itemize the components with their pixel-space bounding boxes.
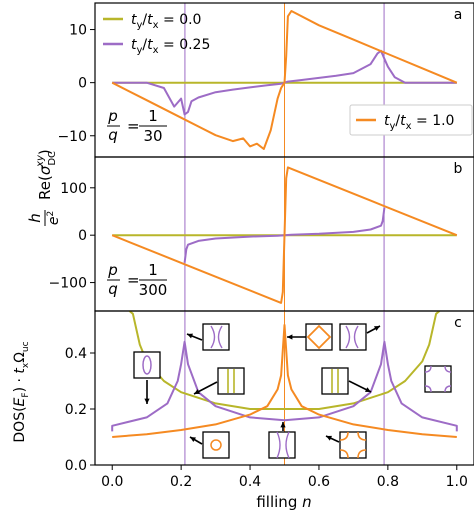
inset-yellow-lines-right [321,367,349,395]
fermi-surface-insets [133,323,452,459]
legend-bottom-right: ty/tx = 1.0 [349,104,473,136]
xtick-label-c-3: 0.6 [308,474,330,490]
legend-label-2: ty/tx = 1.0 [384,113,454,132]
xtick-label-c-0: 0.0 [101,474,123,490]
inset-orange-pocket [202,431,230,459]
legend-top-left: ty/tx = 0.0 ty/tx = 0.25 [103,12,210,56]
plot-area-b [111,157,458,311]
annotation-den: 300 [139,281,168,299]
series-b-2 [111,166,458,304]
inset-yellow-lines [217,367,245,395]
ytick-label-a-2: 10 [69,23,87,39]
legend-entry-2: ty/tx = 1.0 [356,113,454,132]
annotation-eq: = [127,271,140,289]
ytick-label-a-0: −10 [57,129,87,145]
pq-annotation-b: pq = 1 300 [107,261,167,299]
annotation-p: p [107,261,118,279]
legend-entry-0: ty/tx = 0.0 [103,12,201,31]
pq-annotation-a: pq = 1 30 [107,107,167,145]
y-label-bottom: DOS(EF) · txΩuc [12,341,31,442]
inset-orange-corners [339,431,367,459]
svg-text:h: h [26,213,44,223]
legend-label-0: ty/tx = 0.0 [131,12,201,31]
series-c-1 [111,340,458,432]
legend-entry-1: ty/tx = 0.25 [103,37,210,56]
inset-purple-open-left [202,323,230,351]
xtick-label-c-1: 0.2 [170,474,192,490]
panel-c: 0.0 0.2 0.4 0.0 0.2 0.4 0.6 0.8 1.0 c [65,310,474,490]
y-label-main-text: Re(σDCxy) [35,149,58,200]
annotation-num: 1 [148,107,158,125]
ytick-label-b-2: 100 [60,181,87,197]
series-a-2 [111,10,458,150]
annotation-q: q [108,126,118,144]
plot-area-a [111,3,458,157]
annotation-num: 1 [148,261,158,279]
inset-purple-center [268,431,296,459]
annotation-p: p [107,107,118,125]
annotation-den: 30 [143,127,162,145]
panel-b: −100 0 100 b pq = 1 300 [49,156,474,312]
inset-purple-open-right [339,323,367,351]
inset-orange-diamond [305,323,333,351]
axes-frame-c [94,310,474,466]
svg-text:e2: e2 [46,211,62,225]
xtick-label-c-4: 0.8 [377,474,399,490]
ytick-label-a-1: 0 [78,76,87,92]
x-label: filling n [256,493,311,511]
inset-purple-corners [424,365,452,393]
series-c-2 [112,324,457,438]
y-label-main: h e2 Re(σDCxy) [26,149,62,226]
xtick-label-c-2: 0.4 [239,474,261,490]
annotation-eq: = [127,117,140,135]
annotation-q: q [108,280,118,298]
panel-label-c: c [454,315,462,331]
xtick-label-c-5: 1.0 [446,474,468,490]
ytick-label-c-0: 0.0 [65,458,87,474]
ytick-label-c-1: 0.2 [65,402,87,418]
panel-label-a: a [454,7,463,23]
panel-label-b: b [454,161,463,177]
ytick-label-c-2: 0.4 [65,346,87,362]
ytick-label-b-0: −100 [49,276,87,292]
ytick-label-b-1: 0 [78,228,87,244]
legend-label-1: ty/tx = 0.25 [131,37,210,56]
